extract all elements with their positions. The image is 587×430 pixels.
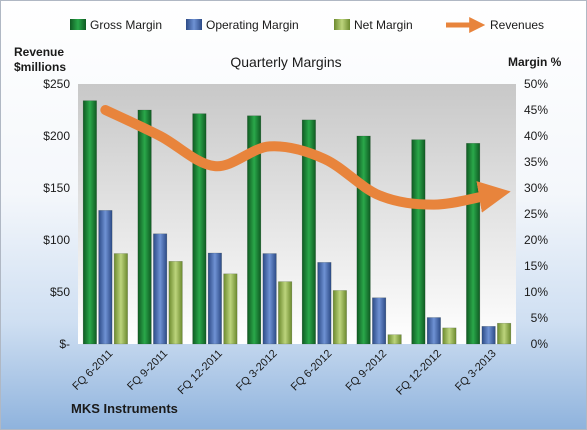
bar-net-margin <box>223 273 238 345</box>
right-tick-label: 45% <box>524 103 548 117</box>
left-tick-label: $250 <box>43 77 70 91</box>
left-tick-label: $200 <box>43 129 70 143</box>
bar-gross-margin <box>466 143 481 345</box>
bar-net-margin <box>497 322 512 345</box>
legend-swatch-net-margin <box>334 19 350 30</box>
bar-operating-margin <box>98 210 113 345</box>
bar-gross-margin <box>82 100 97 345</box>
bar-gross-margin <box>301 119 316 345</box>
bar-gross-margin <box>137 109 152 345</box>
bar-operating-margin <box>372 297 387 345</box>
right-tick-label: 30% <box>524 181 548 195</box>
left-axis-label-line2: $millions <box>14 60 66 74</box>
legend-label-gross-margin: Gross Margin <box>90 18 162 32</box>
right-axis: 0% 5% 10% 15% 20% 25% 30% 35% 40% 45% 50% <box>524 77 548 351</box>
right-tick-label: 40% <box>524 129 548 143</box>
left-tick-label: $- <box>59 337 70 351</box>
right-tick-label: 5% <box>531 311 549 325</box>
legend-label-revenues: Revenues <box>490 18 544 32</box>
bar-net-margin <box>442 327 457 345</box>
x-axis: FQ 6-2011 FQ 9-2011 FQ 12-2011 FQ 3-2012 FQ … <box>70 348 498 398</box>
legend-swatch-operating-margin <box>186 19 202 30</box>
bar-gross-margin <box>247 115 262 345</box>
x-tick-label: FQ 6-2012 <box>289 348 335 394</box>
legend-swatch-gross-margin <box>70 19 86 30</box>
bar-net-margin <box>168 261 183 345</box>
x-tick-label: FQ 3-2012 <box>234 348 280 394</box>
bar-operating-margin <box>153 233 168 345</box>
line-revenues <box>100 105 511 213</box>
bar-operating-margin <box>481 326 496 345</box>
right-tick-label: 20% <box>524 233 548 247</box>
left-axis-label-line1: Revenue <box>14 45 64 59</box>
right-tick-label: 10% <box>524 285 548 299</box>
left-tick-label: $50 <box>50 285 70 299</box>
bar-gross-margin <box>192 113 207 345</box>
chart-title: Quarterly Margins <box>230 54 341 70</box>
bar-operating-margin <box>262 253 277 345</box>
right-axis-label: Margin % <box>508 55 562 69</box>
bar-net-margin <box>332 290 347 345</box>
revenue-series <box>100 105 511 213</box>
right-tick-label: 50% <box>524 77 548 91</box>
left-tick-label: $100 <box>43 233 70 247</box>
legend-label-operating-margin: Operating Margin <box>206 18 299 32</box>
x-tick-label: FQ 12-2011 <box>176 348 225 397</box>
company-caption: MKS Instruments <box>71 401 178 416</box>
right-tick-label: 0% <box>531 337 549 351</box>
bar-series <box>82 100 512 345</box>
left-tick-label: $150 <box>43 181 70 195</box>
x-tick-label: FQ 3-2013 <box>453 348 499 394</box>
left-axis: $- $50 $100 $150 $200 $250 <box>43 77 70 351</box>
bar-operating-margin <box>317 262 332 345</box>
right-tick-label: 15% <box>524 259 548 273</box>
bar-operating-margin <box>426 317 441 345</box>
bar-net-margin <box>278 281 293 345</box>
bar-operating-margin <box>207 252 222 345</box>
bar-net-margin <box>387 334 402 345</box>
x-tick-label: FQ 6-2011 <box>70 348 115 393</box>
right-tick-label: 35% <box>524 155 548 169</box>
legend: Gross Margin Operating Margin Net Margin… <box>70 16 544 34</box>
x-tick-label: FQ 12-2012 <box>394 348 444 398</box>
bar-gross-margin <box>356 135 371 345</box>
bar-net-margin <box>113 253 128 345</box>
right-tick-label: 25% <box>524 207 548 221</box>
bar-gross-margin <box>411 139 426 345</box>
legend-label-net-margin: Net Margin <box>354 18 413 32</box>
x-tick-label: FQ 9-2011 <box>125 348 170 393</box>
x-tick-label: FQ 9-2012 <box>344 348 390 394</box>
